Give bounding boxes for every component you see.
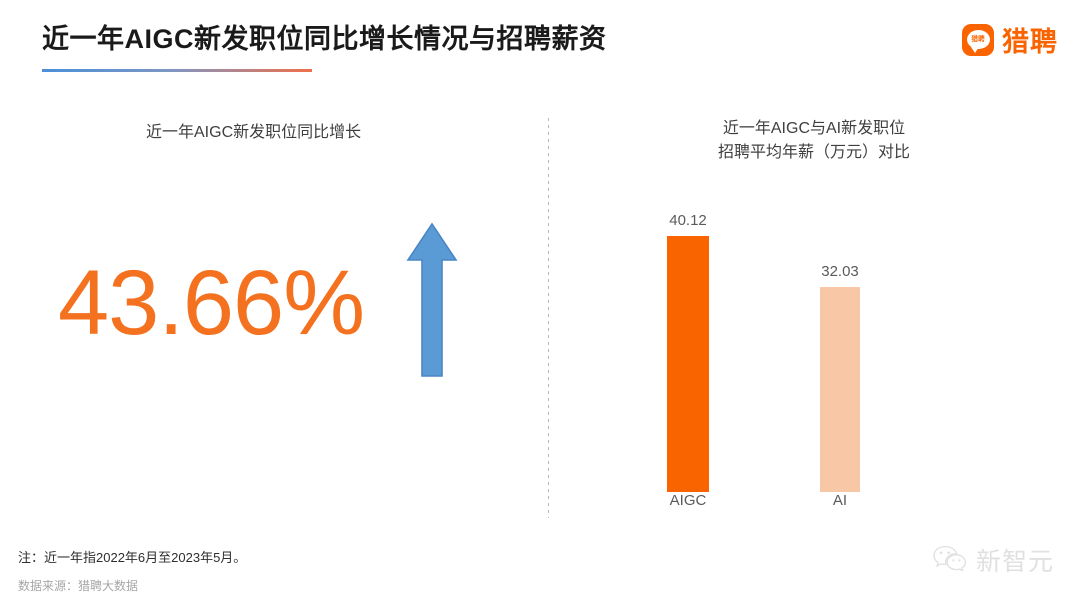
brand-logo: 猎聘 猎聘 xyxy=(962,20,1058,59)
salary-caption-line-1: 近一年AIGC与AI新发职位 xyxy=(722,120,906,137)
bar-label-ai: AI xyxy=(832,492,848,509)
page-title: 近一年AIGC新发职位同比增长情况与招聘薪资 xyxy=(42,24,607,54)
bar-rect-ai xyxy=(820,287,860,492)
liepin-bubble-icon: 猎聘 xyxy=(962,23,994,56)
growth-panel: 近一年AIGC新发职位同比增长 43.66% xyxy=(0,100,548,530)
brand-name: 猎聘 xyxy=(1002,27,1058,57)
salary-panel-caption: 近一年AIGC与AI新发职位 招聘平均年薪（万元）对比 xyxy=(548,117,1080,165)
bar-label-aigc: AIGC xyxy=(669,492,707,509)
arrow-up-icon xyxy=(404,220,460,385)
wechat-icon xyxy=(933,545,967,576)
bar-column-aigc: 40.12 AIGC xyxy=(667,212,709,509)
bubble-icon-label: 猎聘 xyxy=(971,36,985,43)
page-header: 近一年AIGC新发职位同比增长情况与招聘薪资 猎聘 猎聘 xyxy=(0,0,1080,88)
speech-bubble-shape: 猎聘 xyxy=(966,30,990,53)
growth-panel-caption: 近一年AIGC新发职位同比增长 xyxy=(146,124,362,141)
salary-caption-line-2: 招聘平均年薪（万元）对比 xyxy=(717,144,910,161)
footnote-source: 数据来源：猎聘大数据 xyxy=(18,579,139,593)
salary-panel: 近一年AIGC与AI新发职位 招聘平均年薪（万元）对比 40.12 AIGC 3… xyxy=(548,100,1080,530)
title-underline-rule xyxy=(42,69,312,72)
footnotes: 注：近一年指2022年6月至2023年5月。 数据来源：猎聘大数据 xyxy=(18,547,246,594)
bar-value-aigc: 40.12 xyxy=(669,212,707,229)
footnote-note: 注：近一年指2022年6月至2023年5月。 xyxy=(18,550,247,565)
bar-column-ai: 32.03 AI xyxy=(820,263,860,509)
bar-value-ai: 32.03 xyxy=(821,263,859,280)
bar-rect-aigc xyxy=(667,236,709,492)
watermark: 新智元 xyxy=(933,542,1054,578)
watermark-text: 新智元 xyxy=(975,548,1054,576)
salary-bar-chart: 40.12 AIGC 32.03 AI xyxy=(548,100,1080,530)
growth-rate-value: 43.66% xyxy=(58,252,365,354)
panel-divider xyxy=(548,118,549,518)
